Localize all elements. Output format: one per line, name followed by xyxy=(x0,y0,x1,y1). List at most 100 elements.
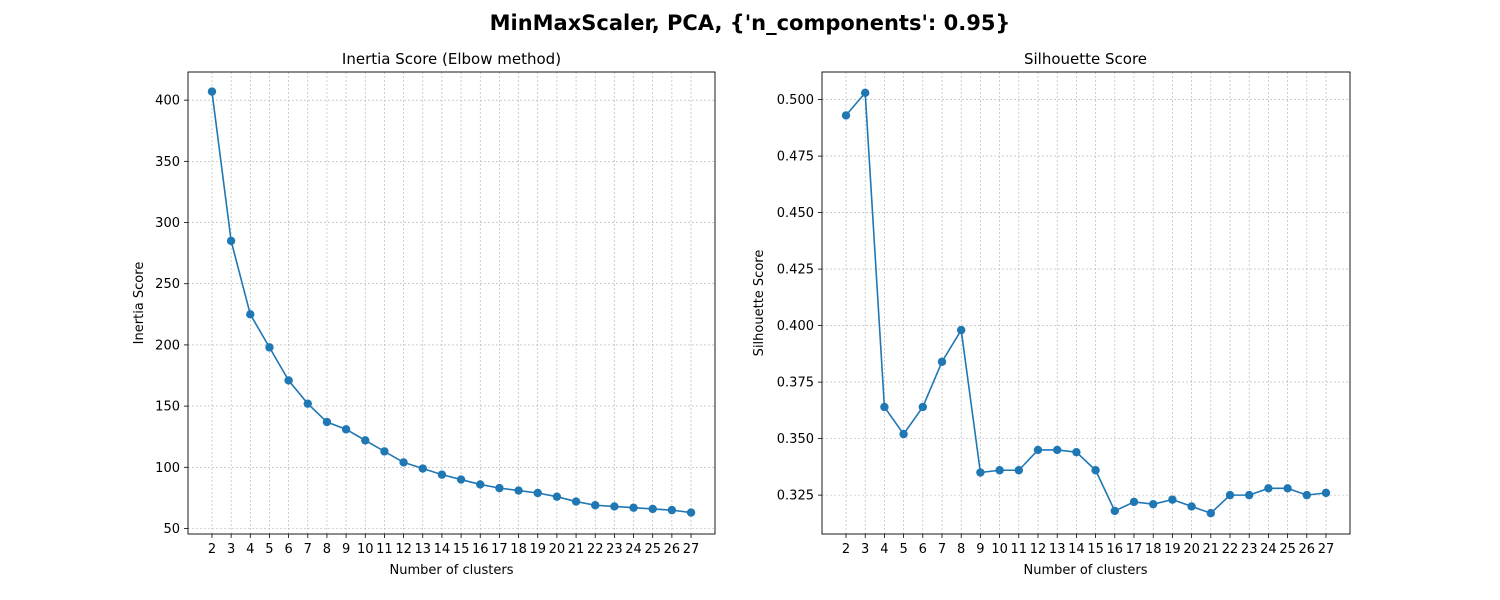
silhouette-x-tick-label: 13 xyxy=(1049,542,1066,557)
figure-suptitle: MinMaxScaler, PCA, {'n_components': 0.95… xyxy=(490,11,1011,35)
inertia-data-point xyxy=(571,497,581,506)
silhouette-data-point xyxy=(937,357,947,366)
silhouette-x-tick-label: 16 xyxy=(1107,542,1124,557)
silhouette-y-tick-label: 0.425 xyxy=(777,263,814,278)
silhouette-data-point xyxy=(1168,495,1177,504)
silhouette-data-point xyxy=(1014,466,1023,475)
inertia-data-point xyxy=(361,436,370,445)
inertia-series-line xyxy=(211,91,692,514)
silhouette-x-tick-label: 9 xyxy=(976,542,984,557)
inertia-data-point xyxy=(399,458,408,467)
silhouette-x-tick-label: 3 xyxy=(861,542,869,557)
silhouette-x-tick-label: 22 xyxy=(1222,542,1239,557)
inertia-y-axis-label: Inertia Score xyxy=(132,262,147,345)
inertia-x-tick-label: 13 xyxy=(414,542,431,557)
silhouette-data-point xyxy=(1187,502,1196,511)
inertia-x-tick-label: 22 xyxy=(587,542,604,557)
silhouette-y-tick-label: 0.400 xyxy=(777,319,814,334)
inertia-x-tick-label: 25 xyxy=(644,542,661,557)
inertia-data-point xyxy=(284,376,293,385)
silhouette-x-axis-label: Number of clusters xyxy=(1023,563,1147,578)
inertia-x-axis-label: Number of clusters xyxy=(389,563,513,578)
inertia-data-point xyxy=(476,480,485,489)
silhouette-data-point xyxy=(880,402,889,412)
silhouette-data-point xyxy=(1321,488,1331,498)
inertia-plot-title: Inertia Score (Elbow method) xyxy=(342,50,561,68)
inertia-data-point xyxy=(591,501,600,510)
inertia-x-tick-label: 15 xyxy=(453,542,470,557)
silhouette-data-point xyxy=(1129,497,1139,507)
inertia-data-point xyxy=(552,492,562,501)
inertia-data-point xyxy=(207,87,217,96)
inertia-data-point xyxy=(226,236,236,246)
silhouette-y-tick-label: 0.375 xyxy=(777,376,814,391)
silhouette-x-tick-label: 12 xyxy=(1030,542,1047,557)
silhouette-y-tick-label: 0.475 xyxy=(777,150,814,165)
silhouette-x-tick-label: 21 xyxy=(1203,542,1220,557)
inertia-x-tick-label: 4 xyxy=(246,542,254,557)
inertia-data-point xyxy=(246,310,255,319)
silhouette-x-tick-label: 4 xyxy=(880,542,888,557)
inertia-x-tick-label: 21 xyxy=(568,542,585,557)
silhouette-y-tick-label: 0.450 xyxy=(777,206,814,221)
silhouette-data-point xyxy=(1302,490,1312,500)
silhouette-data-point xyxy=(1206,509,1216,518)
inertia-x-tick-label: 18 xyxy=(510,542,527,557)
silhouette-x-tick-label: 6 xyxy=(919,542,927,557)
inertia-data-point xyxy=(648,504,657,514)
inertia-x-tick-label: 24 xyxy=(625,542,642,557)
inertia-x-tick-label: 20 xyxy=(549,542,566,557)
inertia-x-tick-label: 12 xyxy=(395,542,412,557)
silhouette-data-point xyxy=(995,466,1004,475)
silhouette-data-point xyxy=(957,325,966,335)
silhouette-data-point xyxy=(841,111,851,120)
inertia-data-point xyxy=(341,425,351,434)
inertia-x-tick-label: 17 xyxy=(491,542,508,557)
silhouette-data-point xyxy=(1033,445,1043,455)
silhouette-y-tick-label: 0.350 xyxy=(777,432,814,447)
silhouette-x-tick-label: 26 xyxy=(1299,542,1316,557)
inertia-x-tick-label: 10 xyxy=(357,542,374,557)
inertia-x-tick-label: 11 xyxy=(376,542,393,557)
silhouette-plot-title: Silhouette Score xyxy=(1024,50,1147,68)
silhouette-x-tick-label: 10 xyxy=(991,542,1008,557)
inertia-data-point xyxy=(265,343,274,352)
inertia-y-tick-label: 400 xyxy=(155,94,180,109)
silhouette-x-tick-label: 11 xyxy=(1011,542,1028,557)
silhouette-data-point xyxy=(1149,499,1158,509)
silhouette-x-tick-label: 14 xyxy=(1068,542,1085,557)
inertia-x-tick-label: 5 xyxy=(265,542,273,557)
inertia-data-point xyxy=(437,470,447,479)
inertia-data-point xyxy=(418,464,427,473)
inertia-data-point xyxy=(533,488,542,498)
inertia-x-tick-label: 9 xyxy=(342,542,350,557)
silhouette-x-tick-label: 15 xyxy=(1087,542,1104,557)
silhouette-x-tick-label: 19 xyxy=(1164,542,1181,557)
silhouette-data-point xyxy=(1110,506,1120,516)
silhouette-x-tick-label: 8 xyxy=(957,542,965,557)
inertia-x-tick-label: 26 xyxy=(664,542,681,557)
inertia-y-tick-label: 200 xyxy=(155,338,180,353)
silhouette-y-tick-label: 0.325 xyxy=(777,489,814,504)
inertia-data-point xyxy=(495,483,504,493)
inertia-data-point xyxy=(629,503,638,512)
silhouette-x-tick-label: 18 xyxy=(1145,542,1162,557)
inertia-y-tick-label: 250 xyxy=(155,277,180,292)
silhouette-x-tick-label: 5 xyxy=(899,542,907,557)
silhouette-x-tick-label: 27 xyxy=(1318,542,1335,557)
silhouette-data-point xyxy=(976,468,985,477)
inertia-y-tick-label: 150 xyxy=(155,400,180,415)
silhouette-data-point xyxy=(1072,447,1081,457)
inertia-data-point xyxy=(380,447,389,456)
silhouette-data-point xyxy=(899,429,908,439)
silhouette-data-point xyxy=(861,88,870,97)
inertia-data-point xyxy=(514,486,523,495)
inertia-x-tick-label: 6 xyxy=(284,542,292,557)
inertia-data-point xyxy=(686,508,696,517)
inertia-x-tick-label: 23 xyxy=(606,542,623,557)
inertia-x-tick-label: 27 xyxy=(683,542,700,557)
silhouette-data-point xyxy=(918,402,927,412)
silhouette-x-tick-label: 25 xyxy=(1279,542,1296,557)
silhouette-x-tick-label: 23 xyxy=(1241,542,1258,557)
